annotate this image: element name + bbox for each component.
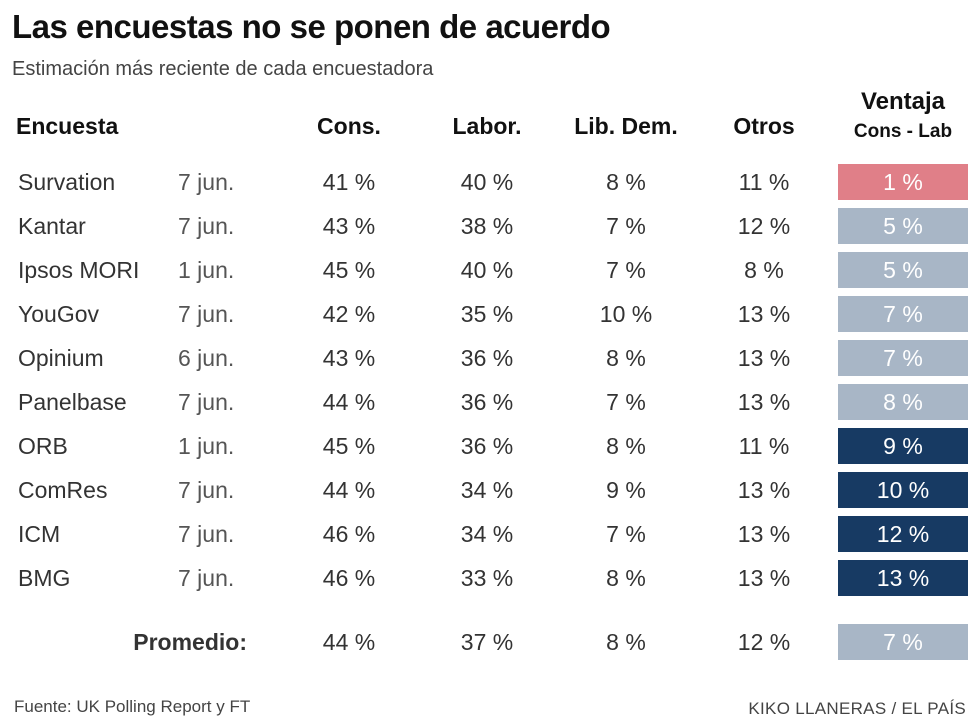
lead-cell: 5 %: [838, 252, 968, 288]
value-libdem: 8 %: [606, 433, 646, 459]
value-labor: 38 %: [460, 213, 514, 239]
value-libdem: 8 %: [606, 169, 646, 195]
pollster-name: Opinium: [18, 345, 104, 371]
value-libdem: 8 %: [606, 345, 646, 371]
value-libdem: 7 %: [606, 521, 646, 547]
pollster-name: Survation: [18, 169, 116, 195]
value-labor: 36 %: [460, 433, 514, 459]
value-otros: 13 %: [737, 521, 791, 547]
average-label: Promedio:: [133, 629, 247, 655]
lead-cell: 10 %: [838, 472, 968, 508]
poll-date: 1 jun.: [178, 257, 235, 283]
value-cons: 45 %: [322, 257, 376, 283]
table-row: BMG 7 jun. 46 % 33 % 8 % 13 % 13 %: [0, 556, 980, 600]
value-otros: 11 %: [738, 433, 790, 459]
chart-subtitle: Estimación más reciente de cada encuesta…: [12, 58, 434, 80]
poll-date: 6 jun.: [178, 345, 235, 371]
value-libdem: 9 %: [606, 477, 646, 503]
value-libdem: 7 %: [606, 389, 646, 415]
pollster-name: ComRes: [18, 477, 108, 503]
value-otros: 13 %: [737, 345, 791, 371]
table-row: Kantar 7 jun. 43 % 38 % 7 % 12 % 5 %: [0, 204, 980, 248]
value-cons: 43 %: [322, 213, 376, 239]
value-labor: 34 %: [460, 477, 514, 503]
lead-cell: 7 %: [838, 340, 968, 376]
value-labor: 40 %: [460, 169, 514, 195]
value-labor: 36 %: [460, 345, 514, 371]
pollster-name: ORB: [18, 433, 68, 459]
lead-cell: 5 %: [838, 208, 968, 244]
value-cons: 42 %: [322, 301, 376, 327]
value-libdem: 8 %: [606, 629, 646, 655]
credit-note: KIKO LLANERAS / EL PAÍS: [748, 699, 966, 718]
poll-date: 7 jun.: [178, 389, 235, 415]
pollster-name: YouGov: [18, 301, 99, 327]
value-libdem: 10 %: [599, 301, 653, 327]
poll-date: 7 jun.: [178, 169, 235, 195]
value-otros: 13 %: [737, 389, 791, 415]
lead-cell: 1 %: [838, 164, 968, 200]
poll-date: 7 jun.: [178, 565, 235, 591]
value-otros: 13 %: [737, 301, 791, 327]
header-ventaja-sub: Cons - Lab: [853, 121, 953, 142]
value-cons: 44 %: [322, 629, 376, 655]
value-labor: 36 %: [460, 389, 514, 415]
poll-date: 7 jun.: [178, 521, 235, 547]
header-libdem: Lib. Dem.: [574, 113, 678, 139]
table-row: ComRes 7 jun. 44 % 34 % 9 % 13 % 10 %: [0, 468, 980, 512]
table-row: Panelbase 7 jun. 44 % 36 % 7 % 13 % 8 %: [0, 380, 980, 424]
value-cons: 46 %: [322, 565, 376, 591]
table-row: Ipsos MORI 1 jun. 45 % 40 % 7 % 8 % 5 %: [0, 248, 980, 292]
table-row: YouGov 7 jun. 42 % 35 % 10 % 13 % 7 %: [0, 292, 980, 336]
poll-date: 7 jun.: [178, 213, 235, 239]
value-labor: 33 %: [460, 565, 514, 591]
source-note: Fuente: UK Polling Report y FT: [14, 697, 251, 716]
header-encuesta: Encuesta: [16, 113, 119, 139]
value-otros: 8 %: [744, 257, 784, 283]
value-libdem: 8 %: [606, 565, 646, 591]
table-row: ICM 7 jun. 46 % 34 % 7 % 13 % 12 %: [0, 512, 980, 556]
value-otros: 13 %: [737, 565, 791, 591]
value-otros: 11 %: [738, 169, 790, 195]
value-otros: 12 %: [737, 629, 791, 655]
chart-title: Las encuestas no se ponen de acuerdo: [12, 8, 611, 45]
pollster-name: ICM: [18, 521, 61, 547]
lead-cell: 7 %: [838, 296, 968, 332]
lead-cell: 9 %: [838, 428, 968, 464]
value-cons: 46 %: [322, 521, 376, 547]
header-ventaja: Ventaja: [860, 88, 946, 115]
value-labor: 37 %: [460, 629, 514, 655]
value-labor: 40 %: [460, 257, 514, 283]
table-row: Survation 7 jun. 41 % 40 % 8 % 11 % 1 %: [0, 160, 980, 204]
pollster-name: Ipsos MORI: [18, 257, 140, 283]
value-labor: 35 %: [460, 301, 514, 327]
header-cons: Cons.: [317, 113, 381, 139]
pollster-name: BMG: [18, 565, 71, 591]
header-otros: Otros: [733, 113, 795, 139]
value-libdem: 7 %: [606, 257, 646, 283]
poll-date: 7 jun.: [178, 301, 235, 327]
lead-cell: 13 %: [838, 560, 968, 596]
value-otros: 13 %: [737, 477, 791, 503]
value-cons: 44 %: [322, 477, 376, 503]
value-cons: 44 %: [322, 389, 376, 415]
value-cons: 43 %: [322, 345, 376, 371]
table-row: Opinium 6 jun. 43 % 36 % 8 % 13 % 7 %: [0, 336, 980, 380]
lead-cell: 12 %: [838, 516, 968, 552]
poll-date: 7 jun.: [178, 477, 235, 503]
average-row: Promedio: 44 % 37 % 8 % 12 % 7 %: [0, 620, 980, 664]
header-labor: Labor.: [452, 113, 522, 139]
value-cons: 41 %: [322, 169, 376, 195]
poll-date: 1 jun.: [178, 433, 235, 459]
value-labor: 34 %: [460, 521, 514, 547]
table-row: ORB 1 jun. 45 % 36 % 8 % 11 % 9 %: [0, 424, 980, 468]
value-otros: 12 %: [737, 213, 791, 239]
pollster-name: Kantar: [18, 213, 86, 239]
pollster-name: Panelbase: [18, 389, 127, 415]
lead-cell: 8 %: [838, 384, 968, 420]
value-cons: 45 %: [322, 433, 376, 459]
lead-cell: 7 %: [838, 624, 968, 660]
value-libdem: 7 %: [606, 213, 646, 239]
